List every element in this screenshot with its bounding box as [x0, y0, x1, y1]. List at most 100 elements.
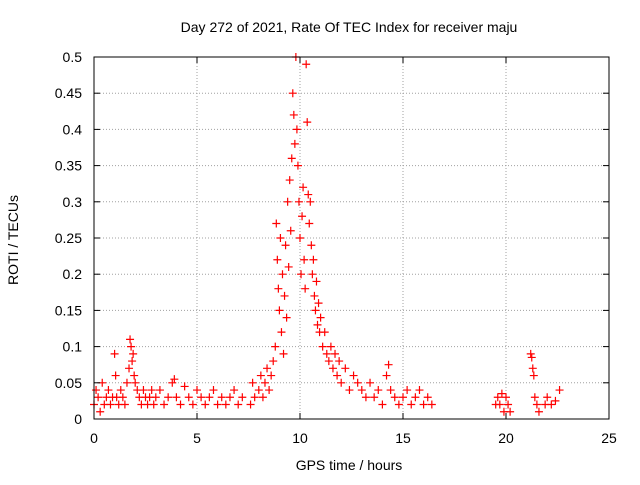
data-point	[274, 284, 283, 293]
data-point	[94, 393, 103, 402]
data-point	[217, 393, 226, 402]
data-point	[349, 371, 358, 380]
data-point	[205, 393, 214, 402]
data-point	[129, 349, 138, 358]
data-point	[297, 270, 306, 279]
y-tick-label: 0.15	[55, 302, 82, 318]
data-point	[335, 357, 344, 366]
y-tick-label: 0.2	[63, 266, 83, 282]
data-point	[280, 291, 289, 300]
x-tick-label: 10	[292, 430, 308, 446]
data-point	[260, 378, 269, 387]
y-tick-label: 0.05	[55, 375, 82, 391]
data-point	[267, 371, 276, 380]
data-point	[164, 393, 173, 402]
data-point	[326, 342, 335, 351]
data-point	[419, 400, 428, 409]
data-point	[308, 270, 317, 279]
data-point	[534, 407, 543, 416]
data-point	[299, 183, 308, 192]
data-point	[92, 386, 101, 395]
x-tick-label: 5	[193, 430, 201, 446]
data-point	[155, 386, 164, 395]
data-point	[128, 357, 137, 366]
data-point	[111, 371, 120, 380]
data-point	[316, 313, 325, 322]
data-point	[282, 313, 291, 322]
data-point	[230, 386, 239, 395]
data-point	[96, 407, 105, 416]
data-point	[386, 386, 395, 395]
data-point	[506, 407, 515, 416]
data-point	[305, 219, 314, 228]
data-point	[118, 393, 127, 402]
data-point	[304, 190, 313, 199]
y-axis-label: ROTI / TECUs	[5, 195, 21, 285]
y-tick-label: 0.4	[63, 121, 83, 137]
data-point	[250, 393, 259, 402]
data-point	[184, 393, 193, 402]
data-point	[333, 371, 342, 380]
x-tick-label: 25	[601, 430, 617, 446]
data-point	[331, 349, 340, 358]
data-point	[423, 393, 432, 402]
y-tick-label: 0.3	[63, 194, 83, 210]
data-point	[555, 386, 564, 395]
y-tick-label: 0.5	[63, 49, 83, 65]
data-point	[407, 400, 416, 409]
data-point	[357, 386, 366, 395]
data-point	[168, 378, 177, 387]
data-point	[284, 262, 293, 271]
data-point	[493, 393, 502, 402]
data-point	[504, 400, 513, 409]
plot-frame	[93, 56, 610, 420]
data-point	[314, 299, 323, 308]
data-point	[139, 386, 148, 395]
y-tick-label: 0	[74, 411, 82, 427]
data-point	[530, 393, 539, 402]
data-point	[283, 197, 292, 206]
data-point	[278, 270, 287, 279]
data-point	[551, 396, 560, 405]
data-point	[528, 364, 537, 373]
data-point	[256, 371, 265, 380]
data-point	[275, 306, 284, 315]
data-point	[131, 378, 140, 387]
data-point	[312, 277, 321, 286]
data-point	[160, 400, 169, 409]
data-point	[248, 378, 257, 387]
data-point	[328, 364, 337, 373]
data-point	[246, 400, 255, 409]
data-point	[197, 393, 206, 402]
data-point	[269, 357, 278, 366]
data-point	[176, 400, 185, 409]
data-point	[290, 139, 299, 148]
data-point	[309, 255, 318, 264]
axis-ticks: 0 5 10 15 20 25 0 0.05 0.1 0.15 0.2 0.25 0.3 0.35 0.4 0…	[55, 49, 617, 446]
data-point	[106, 400, 115, 409]
data-point	[526, 349, 535, 358]
data-point	[120, 400, 129, 409]
grid-lines	[94, 57, 609, 419]
data-point	[279, 349, 288, 358]
data-point	[258, 393, 267, 402]
data-point	[361, 393, 370, 402]
x-axis-label: GPS time / hours	[296, 457, 403, 473]
data-point	[238, 393, 247, 402]
data-point	[225, 393, 234, 402]
data-point	[382, 371, 391, 380]
data-point	[125, 364, 134, 373]
data-point	[209, 386, 218, 395]
data-point	[311, 306, 320, 315]
data-point	[320, 328, 329, 337]
data-point	[324, 357, 333, 366]
data-point	[126, 335, 135, 344]
data-point	[502, 393, 510, 402]
x-tick-label: 15	[395, 430, 411, 446]
data-point	[307, 241, 316, 250]
data-point	[170, 375, 179, 384]
x-tick-label: 0	[90, 430, 98, 446]
data-point	[547, 400, 556, 409]
